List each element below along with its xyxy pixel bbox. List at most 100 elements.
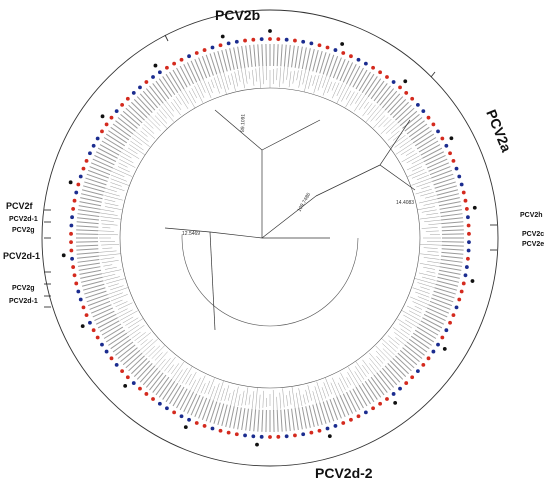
leaf-label-line	[213, 52, 220, 73]
leaf-label-line	[270, 410, 271, 432]
leaf-label-line	[291, 45, 295, 67]
sample-marker	[71, 207, 75, 211]
leaf-label-line	[295, 408, 299, 430]
leaf-branch	[128, 318, 143, 328]
leaf-label-line	[343, 62, 353, 82]
leaf-branch	[376, 351, 385, 360]
leaf-branch	[422, 277, 436, 280]
leaf-label-line	[79, 205, 101, 210]
leaf-label-line	[329, 56, 338, 77]
sample-marker	[105, 123, 109, 127]
sample-marker	[293, 434, 297, 438]
leaf-branch	[259, 395, 260, 409]
sample-marker	[144, 80, 148, 84]
leaf-branch	[108, 284, 119, 287]
sample-marker	[349, 54, 353, 58]
sample-marker	[457, 175, 461, 179]
leaf-label-line	[441, 259, 463, 263]
sample-marker	[132, 91, 136, 95]
sample-marker	[464, 199, 468, 203]
leaf-branch	[393, 133, 402, 140]
leaf-branch	[159, 109, 167, 118]
leaf-branch	[100, 217, 121, 220]
leaf-label-line	[89, 301, 110, 310]
leaf-branch	[155, 352, 163, 360]
leaf-branch	[256, 69, 257, 82]
leaf-branch	[110, 182, 121, 186]
leaf-branch	[125, 318, 138, 326]
leaf-branch	[397, 319, 411, 328]
leaf-branch	[263, 391, 264, 408]
sample-marker	[70, 257, 74, 261]
sample-marker	[378, 70, 382, 74]
sample-marker	[260, 435, 264, 439]
leaf-branch	[384, 119, 392, 127]
leaf-branch	[130, 141, 143, 150]
sample-marker	[326, 46, 330, 50]
leaf-branch	[424, 257, 440, 259]
sample-marker	[467, 240, 471, 244]
leaf-label-line	[78, 263, 100, 267]
leaf-branch	[102, 227, 110, 228]
leaf-branch	[314, 75, 319, 93]
leaf-label-line	[88, 297, 109, 306]
sample-marker	[110, 356, 114, 360]
leaf-branch	[118, 310, 133, 318]
sample-marker	[452, 159, 456, 163]
leaf-branch	[322, 76, 326, 88]
leaf-label-line	[441, 221, 463, 224]
leaf-label-line	[94, 155, 114, 165]
leaf-branch	[363, 103, 373, 116]
leaf-label-line	[277, 44, 279, 66]
leaf-label-line	[85, 178, 106, 186]
leaf-branch	[211, 80, 214, 88]
sample-marker	[410, 97, 414, 101]
leaf-branch	[201, 383, 205, 393]
leaf-branch	[420, 254, 439, 256]
leaf-label-line	[84, 181, 105, 188]
leaf-branch	[289, 71, 291, 87]
sample-marker	[467, 249, 471, 253]
leaf-branch	[371, 108, 383, 122]
leaf-label-line	[340, 61, 350, 82]
sample-marker	[427, 356, 431, 360]
leaf-label-line	[430, 301, 451, 310]
leaf-branch	[413, 288, 430, 294]
leaf-label-line	[277, 410, 279, 432]
leaf-branch	[279, 67, 280, 87]
leaf-label-line	[206, 400, 214, 421]
leaf-branch	[231, 73, 235, 91]
sample-marker	[318, 429, 322, 433]
leaf-label-line	[326, 400, 334, 421]
leaf-label-line	[253, 409, 256, 431]
leaf-branch	[308, 75, 311, 89]
leaf-branch	[280, 393, 281, 409]
leaf-label-line	[425, 155, 445, 165]
leaf-label-line	[442, 245, 464, 247]
sample-marker	[69, 224, 73, 228]
outer-marker	[449, 136, 453, 140]
leaf-branch	[364, 102, 369, 108]
leaf-branch	[355, 366, 364, 379]
sample-marker	[410, 375, 414, 379]
leaf-label-line	[433, 178, 454, 186]
sample-marker	[378, 402, 382, 406]
sample-marker	[467, 232, 471, 236]
sample-marker	[455, 305, 459, 309]
leaf-branch	[208, 82, 212, 93]
leaf-branch	[178, 94, 188, 109]
sample-marker	[309, 431, 313, 435]
sample-marker	[158, 70, 162, 74]
sample-marker	[371, 406, 375, 410]
leaf-label-line	[329, 399, 338, 420]
sample-marker	[309, 41, 313, 45]
sample-marker	[462, 191, 466, 195]
outer-marker	[255, 443, 259, 447]
outer-marker	[69, 180, 73, 184]
leaf-label-line	[432, 174, 453, 182]
sample-marker	[243, 434, 247, 438]
leaf-branch	[104, 192, 119, 196]
sample-marker	[115, 363, 119, 367]
leaf-branch	[120, 311, 138, 321]
